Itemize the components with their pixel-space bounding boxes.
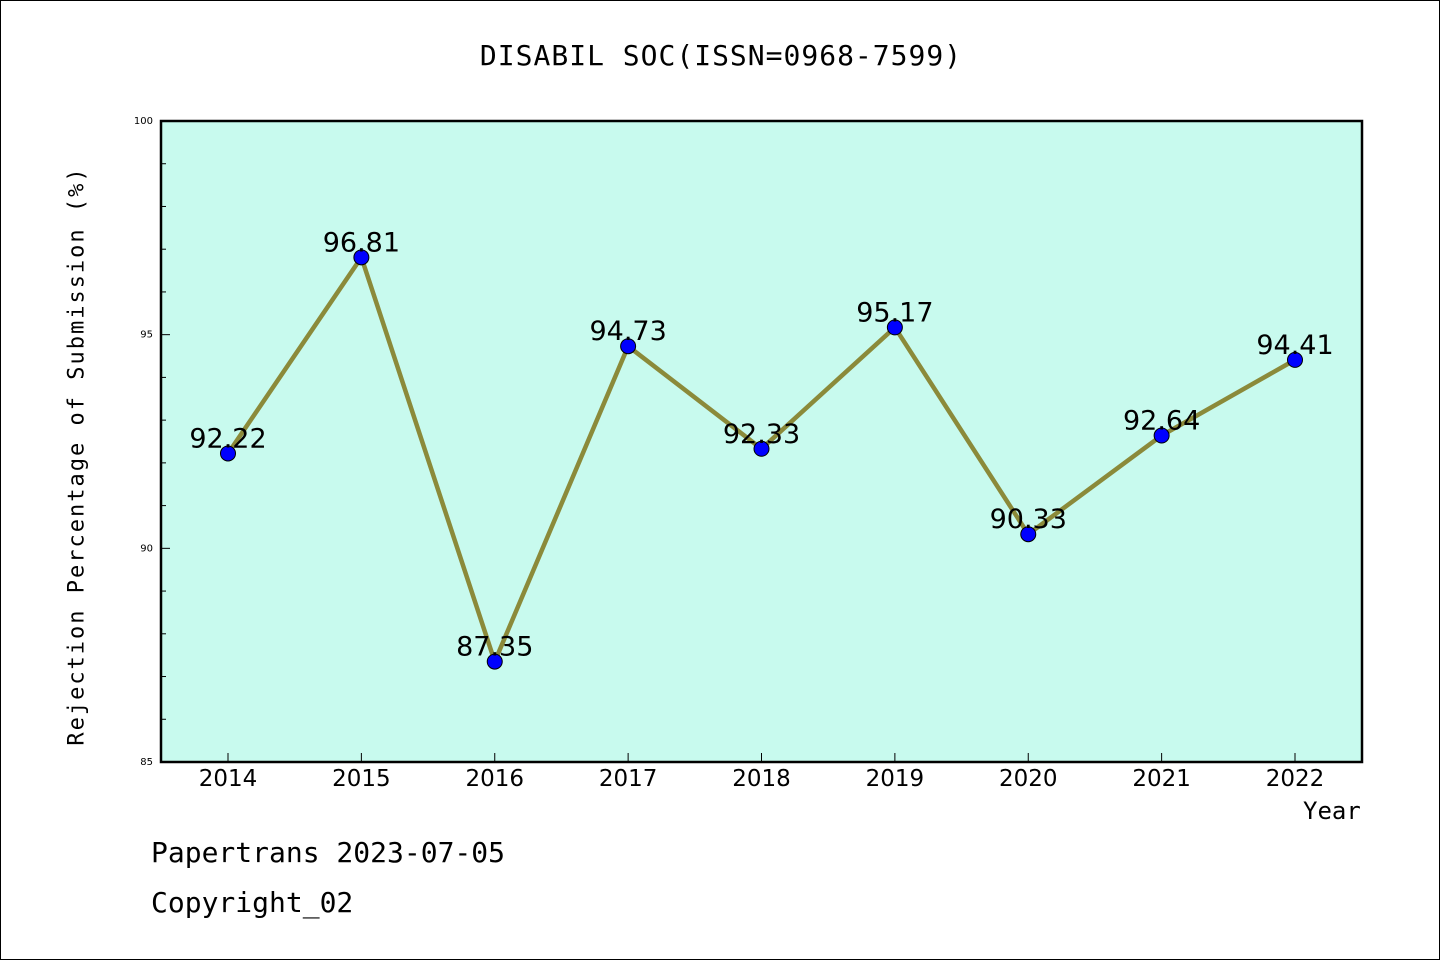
data-point	[486, 653, 503, 670]
data-point	[1153, 427, 1170, 444]
plot-frame	[159, 119, 1364, 764]
x-tick-label: 2014	[199, 766, 258, 792]
footer-copyright: Copyright_02	[151, 886, 354, 919]
x-tick-label: 2015	[332, 766, 391, 792]
data-point	[886, 319, 903, 336]
x-tick-label: 2016	[465, 766, 524, 792]
x-axis-label: Year	[1303, 797, 1361, 825]
x-tick-label: 2017	[599, 766, 658, 792]
footer-date: Papertrans 2023-07-05	[151, 836, 506, 869]
data-label: 94.41	[1256, 330, 1333, 361]
data-point	[1020, 526, 1037, 543]
chart-title: DISABIL SOC(ISSN=0968-7599)	[479, 39, 963, 72]
y-tick-label: 95	[140, 330, 153, 341]
y-tick-label: 100	[134, 116, 153, 127]
x-tick-label: 2019	[866, 766, 925, 792]
data-label: 96.81	[323, 227, 400, 258]
data-label: 92.33	[723, 419, 800, 450]
x-tick-label: 2018	[732, 766, 791, 792]
data-point	[353, 249, 370, 266]
data-point	[620, 338, 637, 355]
data-point	[1287, 351, 1303, 368]
data-point	[753, 440, 770, 457]
x-tick-label: 2020	[999, 766, 1058, 792]
data-label: 92.64	[1123, 406, 1200, 437]
data-label: 87.35	[456, 632, 533, 663]
data-label: 92.22	[189, 423, 266, 454]
data-label: 95.17	[856, 297, 933, 328]
data-label: 94.73	[589, 316, 666, 347]
data-point	[220, 445, 236, 462]
y-tick-label: 85	[140, 757, 153, 768]
y-tick-label: 90	[140, 543, 153, 554]
x-tick-label: 2021	[1132, 766, 1191, 792]
x-tick-label: 2022	[1266, 766, 1325, 792]
data-label: 90.33	[990, 504, 1067, 535]
